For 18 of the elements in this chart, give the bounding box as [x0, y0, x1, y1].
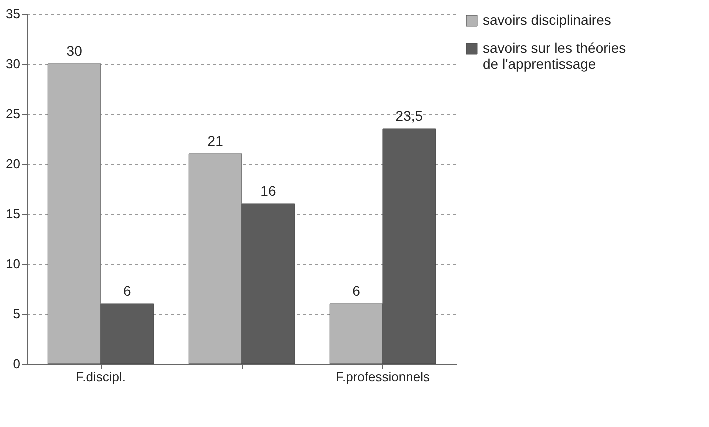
x-tick-label: F.professionnels: [336, 370, 430, 384]
legend-label: savoirs sur les théories de l'apprentissage: [483, 40, 626, 72]
y-tick-label: 15: [6, 206, 20, 222]
data-label: 6: [124, 283, 132, 299]
legend-label: savoirs disciplinaires: [483, 12, 612, 28]
y-tick-label: 25: [6, 106, 20, 122]
data-label: 21: [208, 133, 224, 149]
data-label: 6: [352, 283, 361, 299]
x-tick-label: F.discipl.: [76, 370, 126, 384]
y-tick-label: 0: [13, 356, 20, 372]
data-label: 23,5: [396, 108, 424, 124]
y-tick-label: 30: [6, 56, 20, 72]
y-tick-label: 10: [6, 256, 20, 272]
data-label: 16: [260, 183, 276, 199]
y-tick-label: 35: [6, 6, 20, 22]
y-tick-label: 20: [6, 156, 20, 172]
data-label: 30: [66, 43, 83, 59]
y-tick-label: 5: [13, 306, 20, 322]
